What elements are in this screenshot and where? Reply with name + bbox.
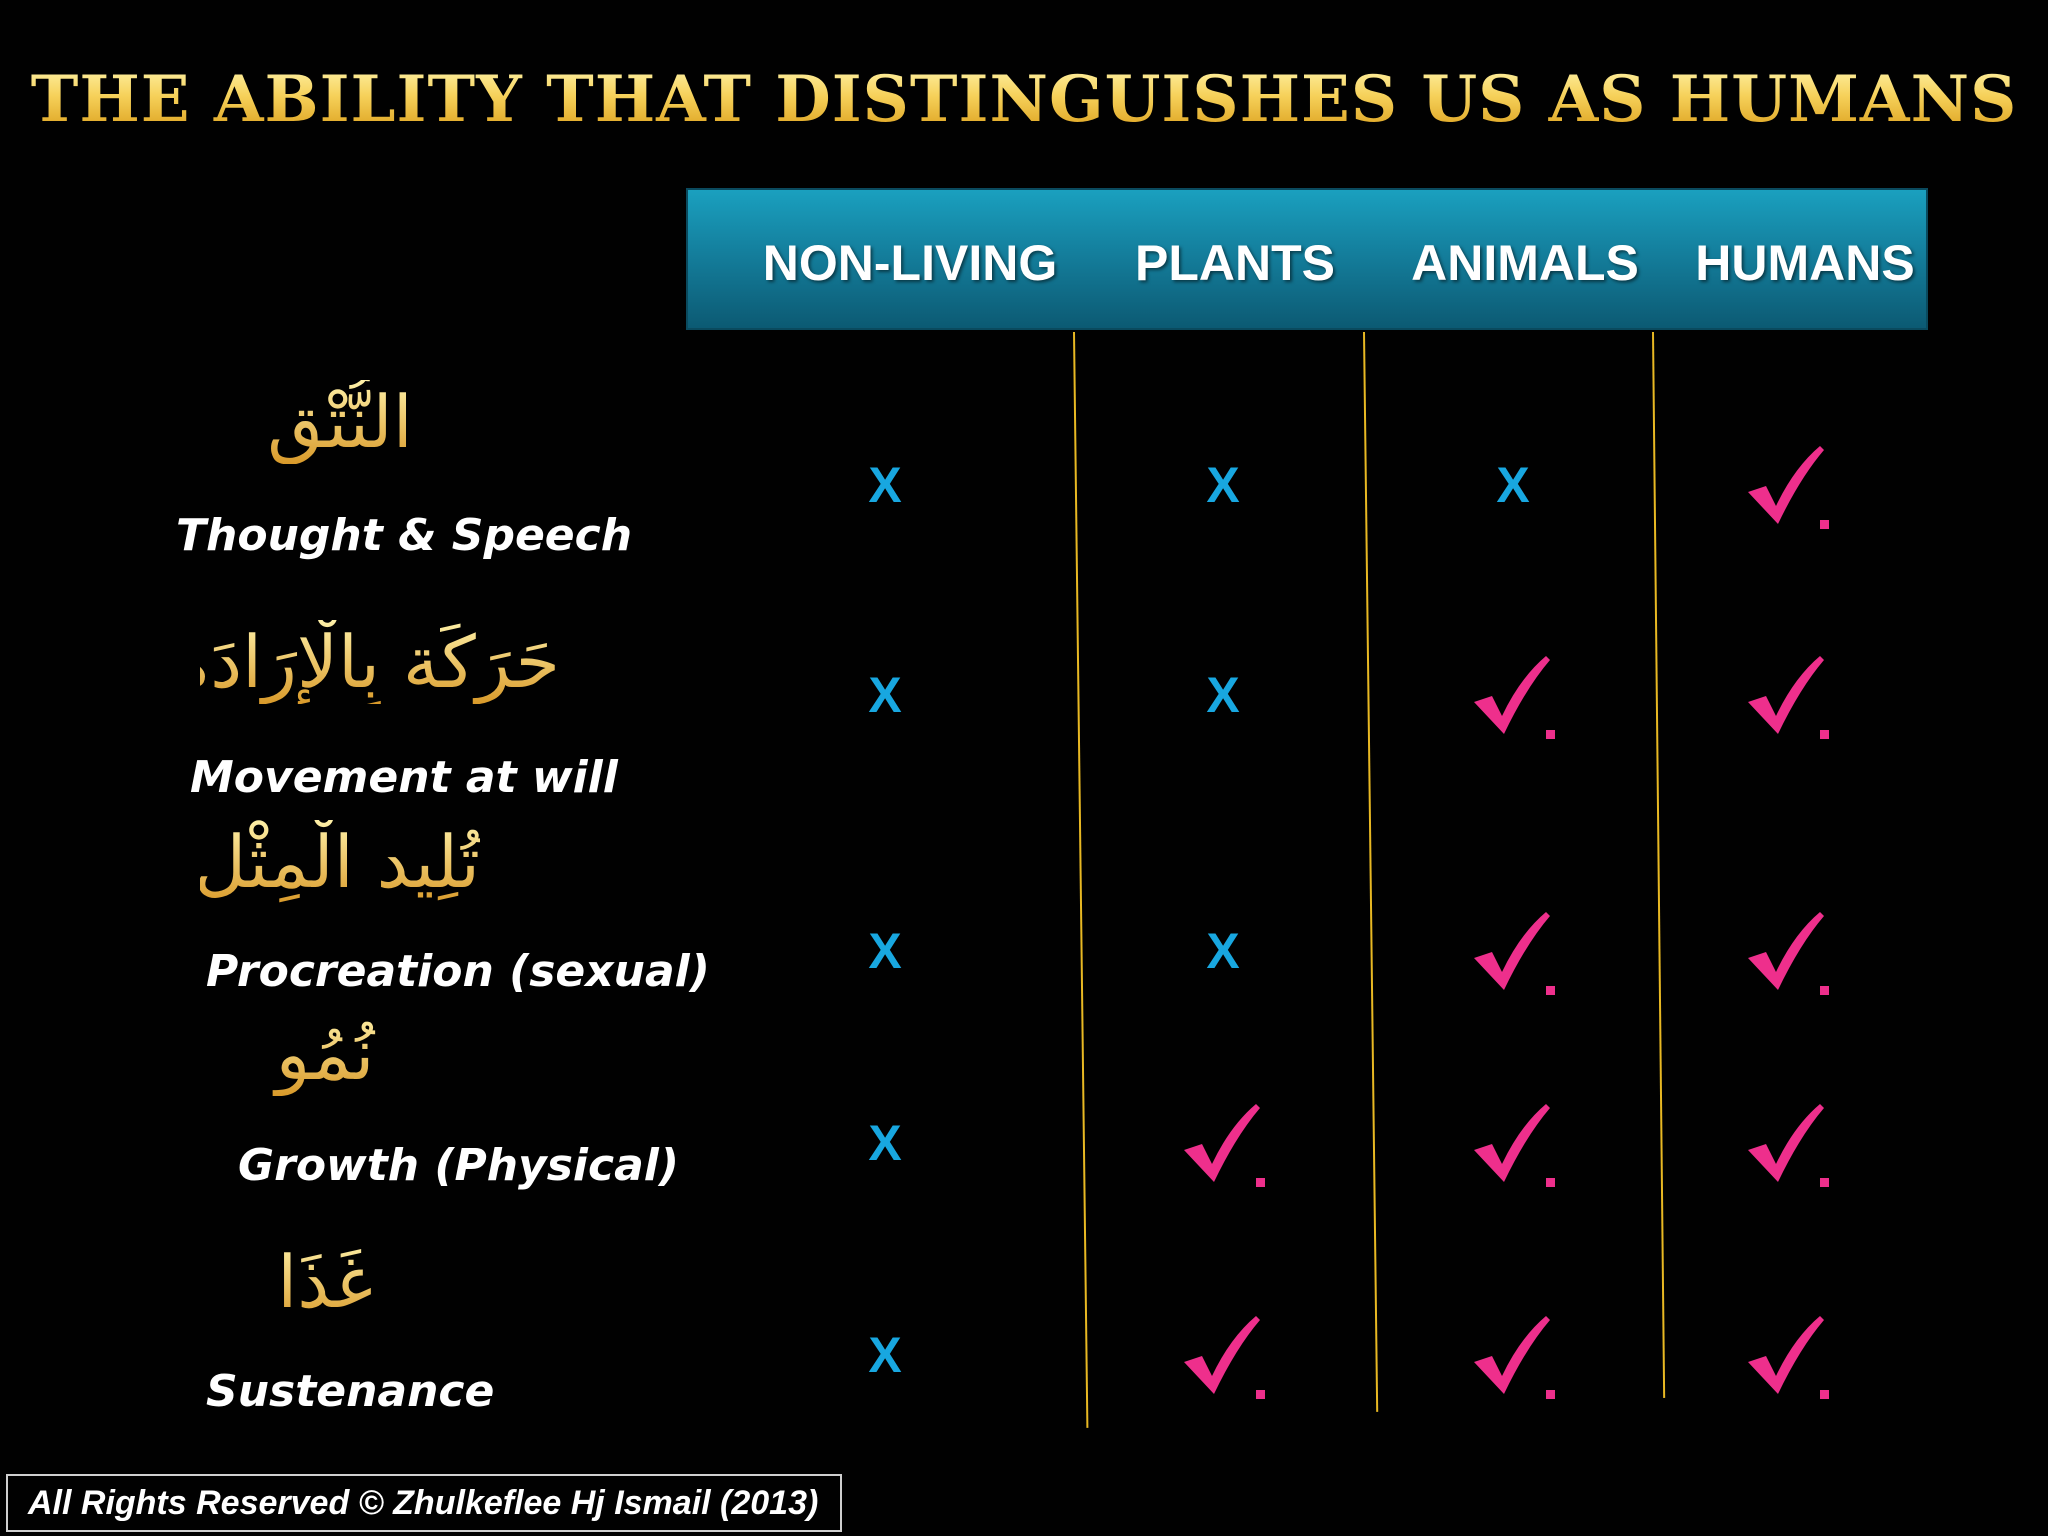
check-icon — [1178, 1098, 1268, 1188]
check-icon — [1468, 906, 1558, 996]
check-icon — [1468, 1310, 1558, 1400]
column-divider — [1363, 331, 1379, 1412]
column-divider — [1073, 331, 1089, 1428]
column-header-plants: PLANTS — [1135, 235, 1335, 291]
row-label-english: Procreation (sexual) — [206, 946, 710, 997]
row-label-arabic: غَذَا — [240, 1240, 410, 1324]
copyright-footer: All Rights Reserved © Zhulkeflee Hj Isma… — [6, 1474, 842, 1532]
cross-mark: X — [868, 1327, 902, 1383]
column-header-humans: HUMANS — [1695, 235, 1915, 291]
cross-mark: X — [868, 667, 902, 723]
check-icon — [1742, 1098, 1832, 1188]
cross-mark: X — [1206, 923, 1240, 979]
row-label-english: Growth (Physical) — [238, 1140, 679, 1191]
column-divider — [1652, 331, 1666, 1398]
row-label-english: Movement at will — [190, 752, 618, 803]
check-icon — [1742, 440, 1832, 530]
check-icon — [1742, 1310, 1832, 1400]
column-header-bar — [686, 188, 1928, 330]
cross-mark: X — [1496, 457, 1530, 513]
cross-mark: X — [868, 1115, 902, 1171]
check-icon — [1178, 1310, 1268, 1400]
check-icon — [1742, 650, 1832, 740]
cross-mark: X — [1206, 457, 1240, 513]
row-label-arabic: النُّتْق — [220, 380, 460, 464]
column-header-non-living: NON-LIVING — [762, 235, 1058, 291]
cross-mark: X — [868, 457, 902, 513]
check-icon — [1742, 906, 1832, 996]
row-label-arabic: تُلِيد الْمِثْل — [193, 820, 480, 904]
row-label-arabic: نُمُو — [250, 1012, 400, 1096]
row-label-english: Thought & Speech — [176, 510, 633, 561]
cross-mark: X — [868, 923, 902, 979]
slide-title: THE ABILITY THAT DISTINGUISHES US AS HUM… — [0, 62, 2048, 137]
check-icon — [1468, 650, 1558, 740]
cross-mark: X — [1206, 667, 1240, 723]
check-icon — [1468, 1098, 1558, 1188]
column-header-animals: ANIMALS — [1411, 235, 1639, 291]
row-label-arabic: حَرَكَة بِالْإِرَادَة — [172, 620, 560, 704]
row-label-english: Sustenance — [206, 1366, 495, 1417]
